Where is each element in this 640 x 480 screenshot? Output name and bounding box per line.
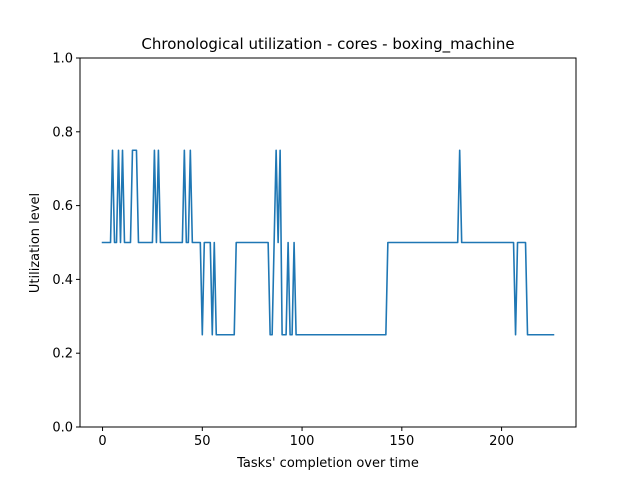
x-tick-label: 100 <box>290 434 315 449</box>
y-tick-label: 0.2 <box>52 347 73 362</box>
x-tick-label: 150 <box>389 434 414 449</box>
y-tick-label: 0.6 <box>52 199 73 214</box>
x-axis-ticks: 0 50 100 150 200 <box>98 427 514 449</box>
chart-title: Chronological utilization - cores - boxi… <box>141 35 514 54</box>
x-axis-label: Tasks' completion over time <box>236 456 419 471</box>
y-axis-ticks: 0.0 0.2 0.4 0.6 0.8 1.0 <box>52 52 80 436</box>
series-layer <box>101 149 555 336</box>
x-tick-label: 0 <box>98 434 106 449</box>
y-tick-label: 1.0 <box>52 52 73 67</box>
y-tick-label: 0.0 <box>52 421 73 436</box>
axes-frame <box>79 57 577 428</box>
x-tick-label: 50 <box>194 434 211 449</box>
y-axis-label: Utilization level <box>28 193 43 293</box>
y-tick-label: 0.8 <box>52 125 73 140</box>
utilization-series-line <box>101 149 555 336</box>
y-tick-label: 0.4 <box>52 273 73 288</box>
x-tick-label: 200 <box>489 434 514 449</box>
